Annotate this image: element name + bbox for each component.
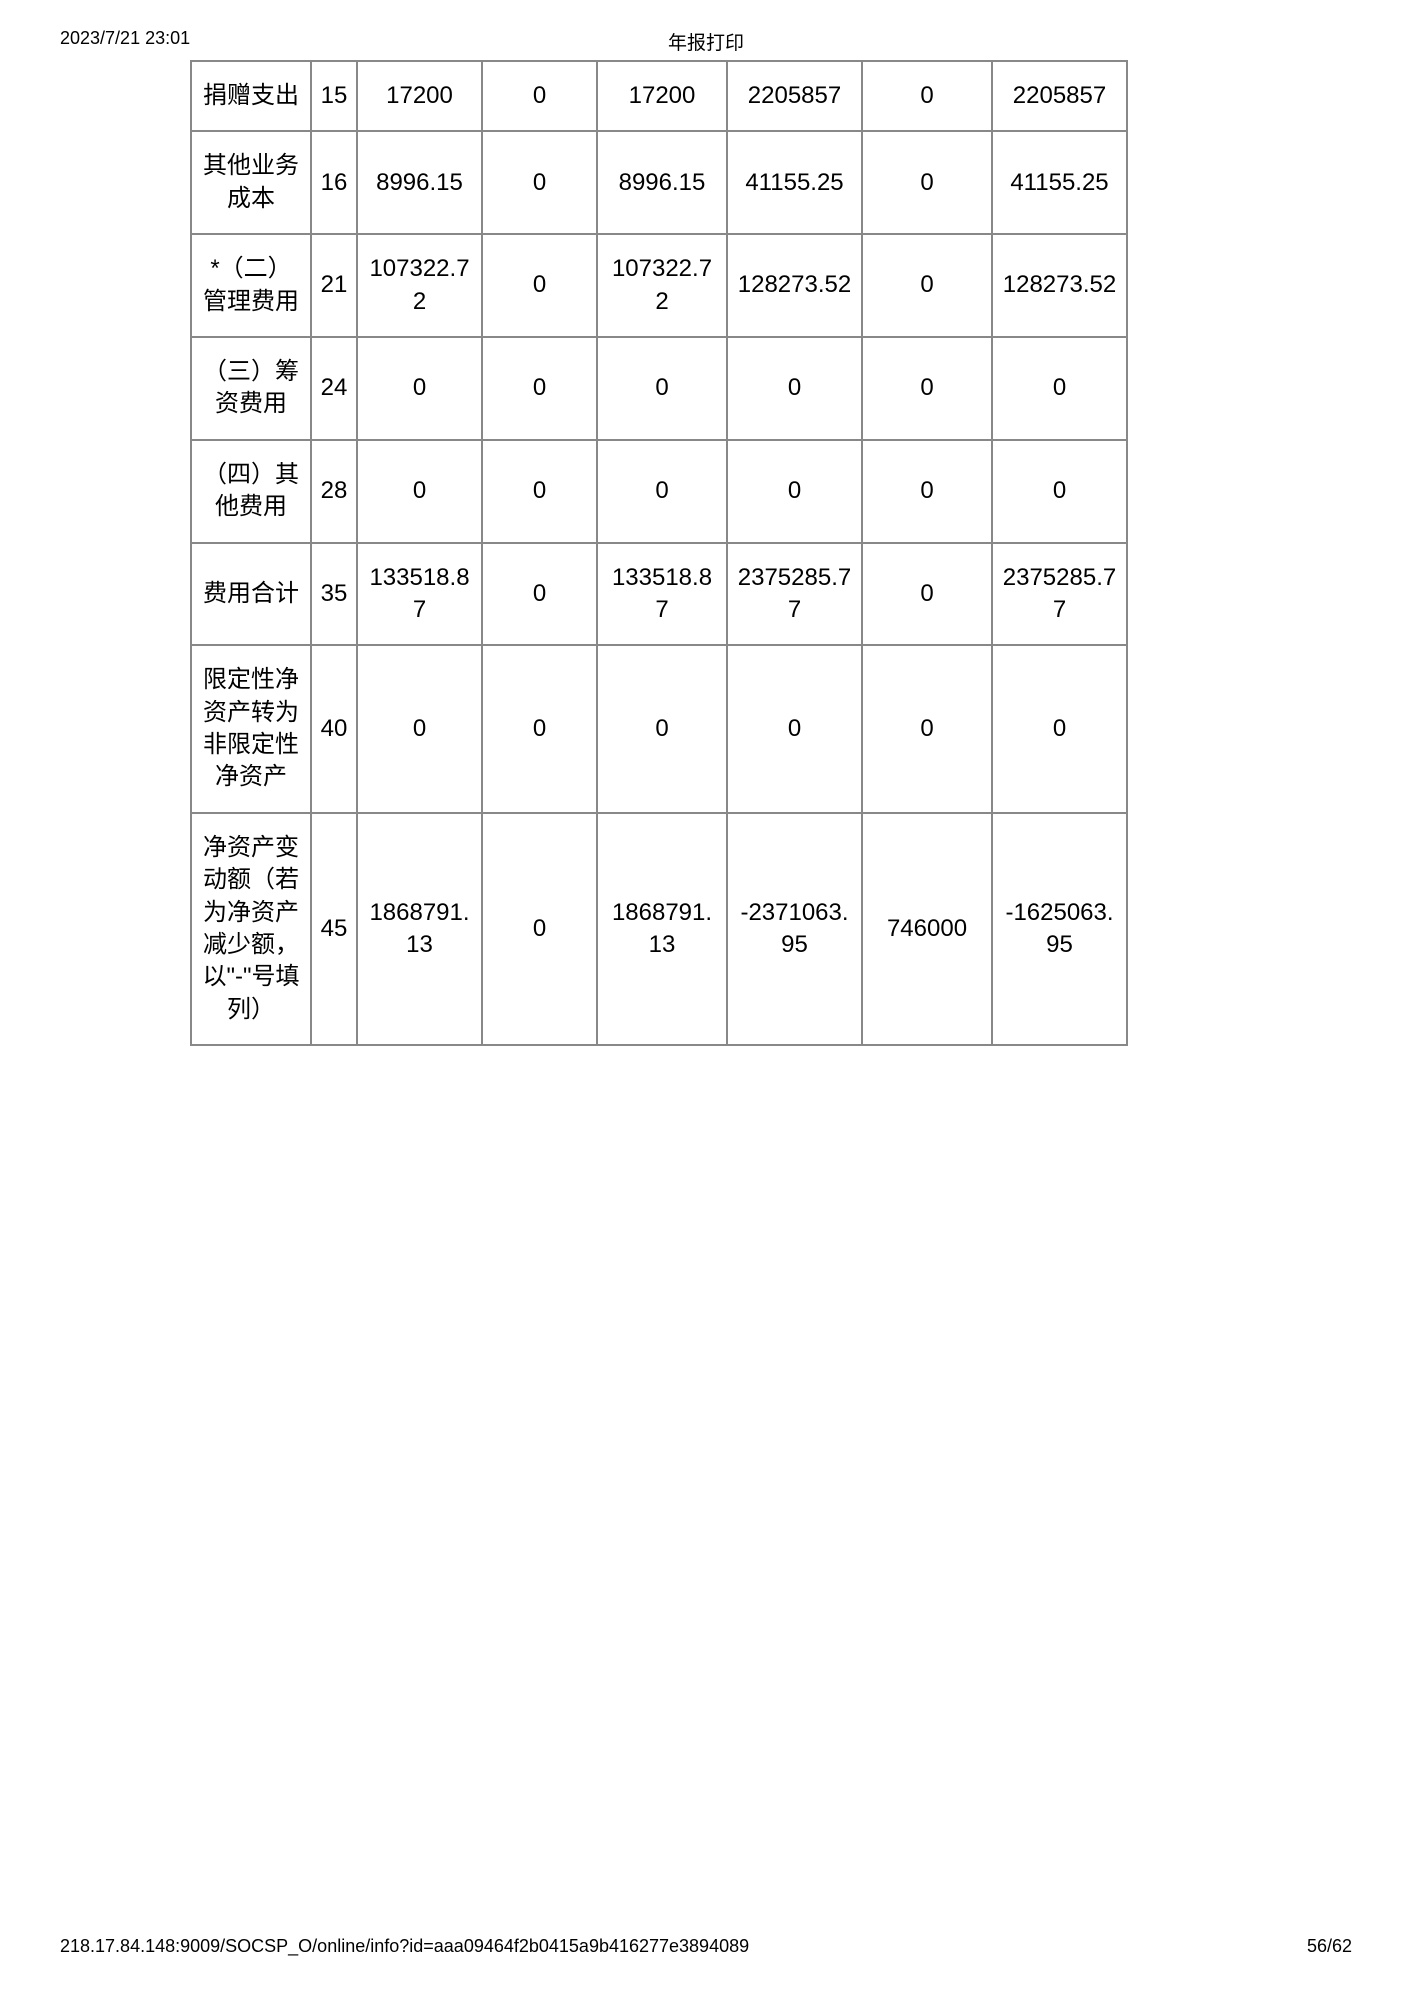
row-col-4: 2375285.77 [727,543,862,646]
row-col-4: 0 [727,440,862,543]
row-col-1: 133518.87 [357,543,482,646]
page-title: 年报打印 [668,28,744,55]
row-col-2: 0 [482,813,597,1045]
table-row: 捐赠支出1517200017200220585702205857 [191,61,1127,131]
row-col-2: 0 [482,234,597,337]
row-col-4: 41155.25 [727,131,862,234]
row-col-2: 0 [482,440,597,543]
row-col-3: 0 [597,645,727,813]
page-header: 2023/7/21 23:01 年报打印 [0,28,1412,58]
table-row: 限定性净资产转为非限定性净资产40000000 [191,645,1127,813]
row-col-2: 0 [482,131,597,234]
row-col-4: 2205857 [727,61,862,131]
print-timestamp: 2023/7/21 23:01 [60,28,190,49]
row-col-3: 0 [597,337,727,440]
table-row: （三）筹资费用24000000 [191,337,1127,440]
row-col-6: 41155.25 [992,131,1127,234]
row-line-no: 45 [311,813,357,1045]
row-col-3: 107322.72 [597,234,727,337]
row-col-2: 0 [482,543,597,646]
row-col-6: -1625063.95 [992,813,1127,1045]
row-label: （四）其他费用 [191,440,311,543]
row-col-5: 0 [862,234,992,337]
row-col-1: 8996.15 [357,131,482,234]
row-col-2: 0 [482,645,597,813]
row-col-3: 8996.15 [597,131,727,234]
row-col-4: -2371063.95 [727,813,862,1045]
row-col-5: 0 [862,440,992,543]
row-line-no: 40 [311,645,357,813]
row-line-no: 21 [311,234,357,337]
row-label: 限定性净资产转为非限定性净资产 [191,645,311,813]
row-col-3: 17200 [597,61,727,131]
financial-table: 捐赠支出1517200017200220585702205857其他业务成本16… [190,60,1128,1046]
row-col-1: 17200 [357,61,482,131]
row-col-3: 133518.87 [597,543,727,646]
footer-url: 218.17.84.148:9009/SOCSP_O/online/info?i… [60,1936,749,1957]
row-line-no: 15 [311,61,357,131]
table-row: 净资产变动额（若为净资产减少额，以"-"号填列）451868791.130186… [191,813,1127,1045]
row-col-1: 1868791.13 [357,813,482,1045]
row-col-2: 0 [482,337,597,440]
row-col-1: 0 [357,440,482,543]
row-col-4: 0 [727,337,862,440]
row-label: *（二）管理费用 [191,234,311,337]
row-col-5: 746000 [862,813,992,1045]
row-col-3: 1868791.13 [597,813,727,1045]
row-label: 其他业务成本 [191,131,311,234]
row-col-3: 0 [597,440,727,543]
row-line-no: 24 [311,337,357,440]
row-col-5: 0 [862,645,992,813]
table-row: （四）其他费用28000000 [191,440,1127,543]
row-col-5: 0 [862,543,992,646]
row-line-no: 35 [311,543,357,646]
table-row: 其他业务成本168996.1508996.1541155.25041155.25 [191,131,1127,234]
row-col-4: 0 [727,645,862,813]
table-row: 费用合计35133518.870133518.872375285.7702375… [191,543,1127,646]
row-col-5: 0 [862,61,992,131]
row-col-2: 0 [482,61,597,131]
row-col-6: 0 [992,440,1127,543]
row-col-1: 107322.72 [357,234,482,337]
row-col-6: 2205857 [992,61,1127,131]
financial-table-container: 捐赠支出1517200017200220585702205857其他业务成本16… [190,60,1125,1046]
row-col-6: 0 [992,337,1127,440]
row-col-6: 0 [992,645,1127,813]
row-col-5: 0 [862,131,992,234]
row-col-4: 128273.52 [727,234,862,337]
row-col-1: 0 [357,337,482,440]
row-label: 净资产变动额（若为净资产减少额，以"-"号填列） [191,813,311,1045]
row-col-6: 2375285.77 [992,543,1127,646]
row-label: （三）筹资费用 [191,337,311,440]
row-line-no: 28 [311,440,357,543]
row-label: 捐赠支出 [191,61,311,131]
row-col-6: 128273.52 [992,234,1127,337]
row-col-1: 0 [357,645,482,813]
row-col-5: 0 [862,337,992,440]
row-line-no: 16 [311,131,357,234]
page-footer: 218.17.84.148:9009/SOCSP_O/online/info?i… [0,1936,1412,1960]
row-label: 费用合计 [191,543,311,646]
footer-page-number: 56/62 [1307,1936,1352,1957]
table-row: *（二）管理费用21107322.720107322.72128273.5201… [191,234,1127,337]
